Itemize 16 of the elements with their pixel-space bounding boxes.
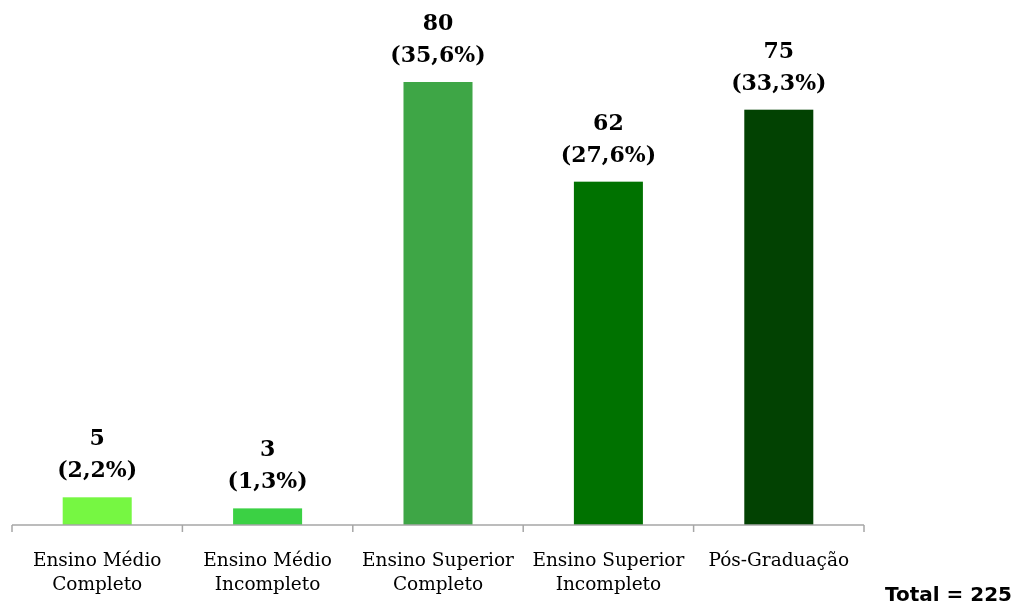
bar bbox=[744, 109, 814, 525]
bar bbox=[403, 82, 473, 525]
data-label: 80 (35,6%) bbox=[390, 9, 486, 67]
x-tick-label: Pós-Graduação bbox=[708, 549, 850, 570]
bar bbox=[233, 508, 303, 525]
data-label: 62 (27,6%) bbox=[560, 108, 657, 167]
x-tick-label: Ensino Médio Incompleto bbox=[203, 549, 332, 594]
bar bbox=[62, 497, 132, 525]
data-label: 3 (1,3%) bbox=[227, 435, 308, 494]
bar bbox=[573, 181, 643, 525]
x-tick-label: Ensino Superior Incompleto bbox=[532, 549, 685, 594]
x-tick-label: Ensino Superior Completo bbox=[362, 549, 515, 594]
x-tick-label: Ensino Médio Completo bbox=[32, 549, 162, 594]
text: Total = 225 bbox=[884, 582, 1012, 606]
data-label: 75 (33,3%) bbox=[731, 36, 827, 95]
data-label: 5 (2,2%) bbox=[57, 424, 138, 483]
